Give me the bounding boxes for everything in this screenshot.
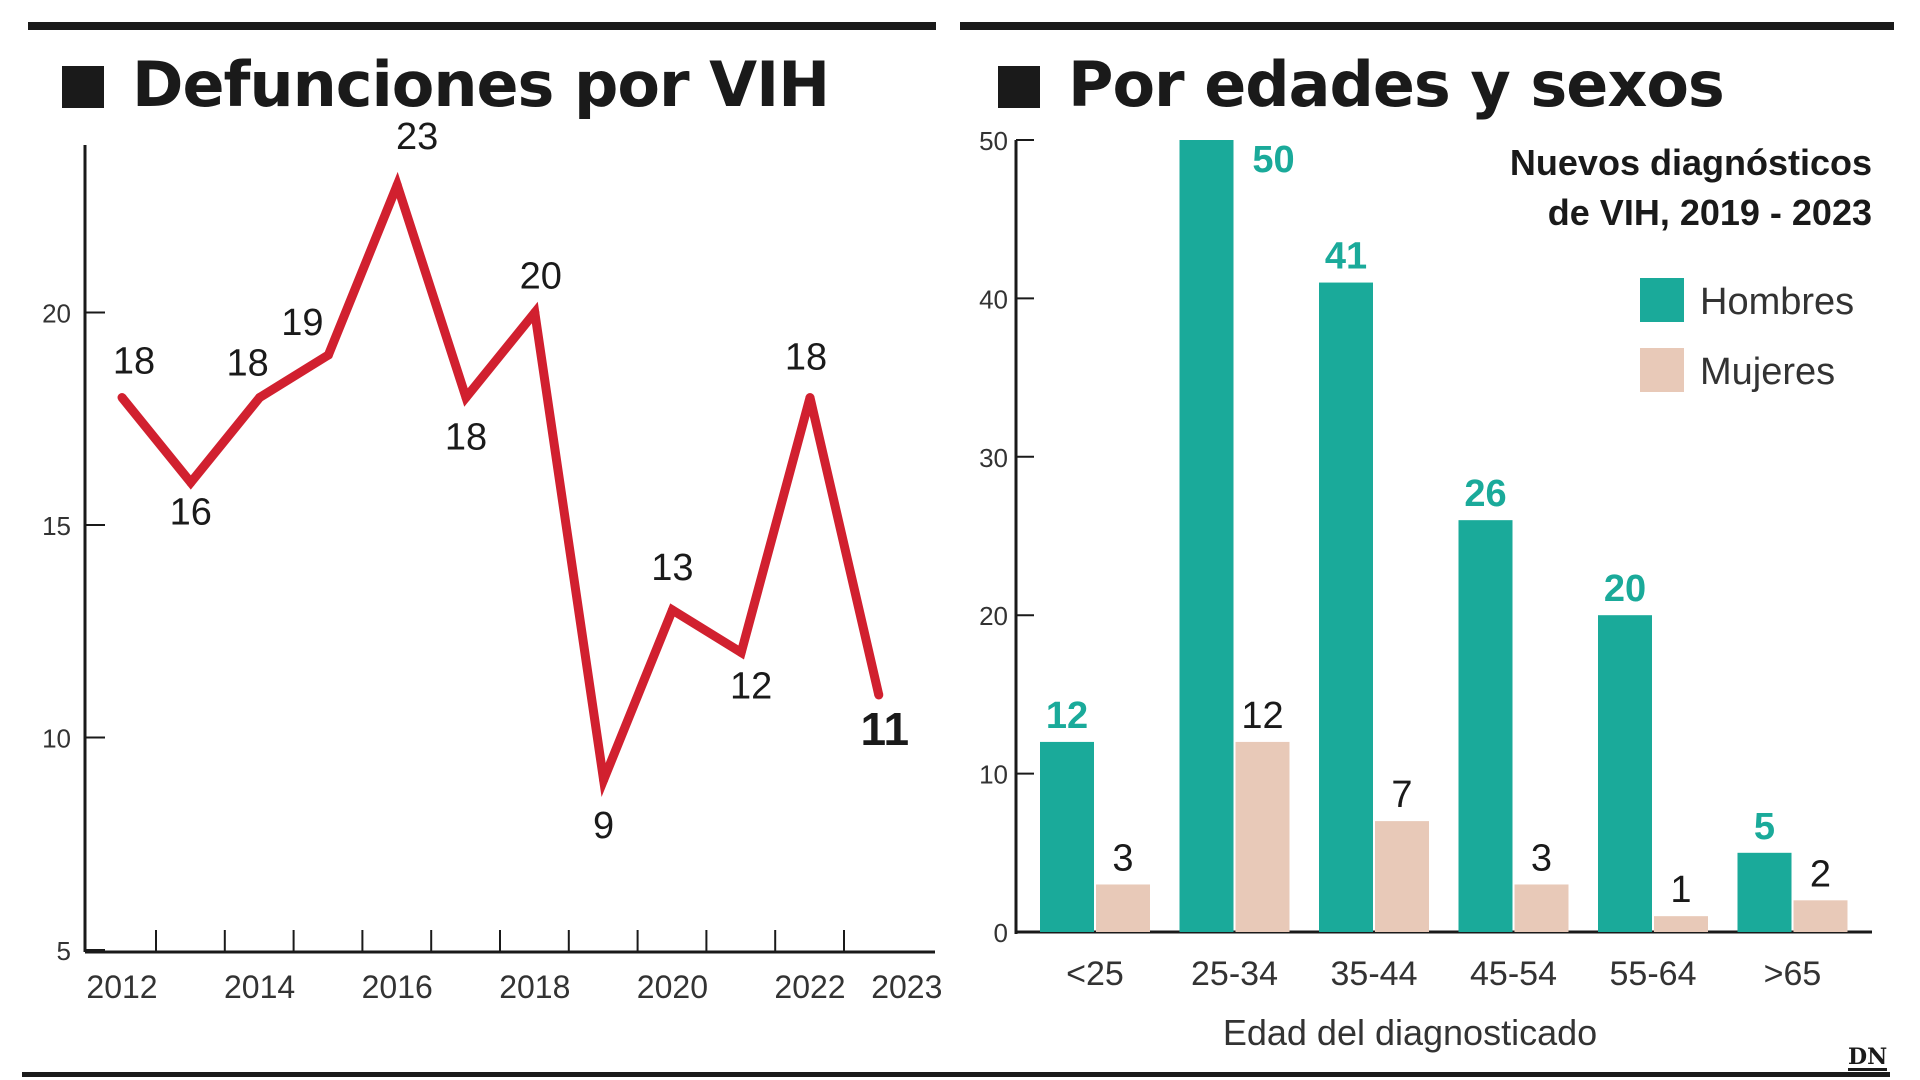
y-tick-label: 20 — [42, 299, 71, 329]
category-label: 35-44 — [1331, 955, 1418, 993]
subtitle-line-2: de VIH, 2019 - 2023 — [1548, 192, 1872, 233]
y-tick-label: 20 — [979, 601, 1008, 631]
legend-swatch-mujeres — [1640, 348, 1684, 392]
data-point — [117, 393, 127, 402]
x-tick-label: 2014 — [224, 969, 295, 1005]
legend-label-mujeres: Mujeres — [1700, 351, 1835, 393]
data-point — [186, 478, 196, 487]
y-tick-label: 5 — [57, 936, 71, 966]
bar-label-mujeres: 7 — [1391, 774, 1412, 816]
y-tick-label: 10 — [979, 760, 1008, 790]
bar-label-hombres: 41 — [1325, 236, 1367, 278]
data-point — [667, 605, 677, 615]
data-label: 20 — [520, 256, 562, 298]
bar-label-hombres: 26 — [1464, 473, 1506, 515]
subtitle-line-1: Nuevos diagnósticos — [1510, 142, 1872, 183]
bar-label-mujeres: 12 — [1241, 695, 1283, 737]
bar-hombres — [1040, 741, 1094, 932]
right-chart-title: Por edades y sexos — [998, 48, 1725, 121]
bar-label-mujeres: 3 — [1112, 837, 1133, 879]
title-square-icon — [62, 66, 104, 108]
y-tick-label: 40 — [979, 284, 1008, 314]
data-label: 11 — [860, 703, 909, 755]
bar-label-hombres: 12 — [1046, 695, 1088, 737]
bar-hombres — [1179, 140, 1234, 932]
y-tick-label: 0 — [994, 918, 1008, 948]
bar-label-hombres: 50 — [1252, 139, 1294, 181]
bar-label-mujeres: 1 — [1670, 869, 1691, 911]
bar-mujeres — [1514, 884, 1569, 932]
data-point — [874, 690, 884, 700]
data-label: 16 — [170, 492, 212, 534]
y-tick-label: 30 — [979, 443, 1008, 473]
left-chart-title: Defunciones por VIH — [62, 48, 830, 121]
x-tick-label: 2012 — [86, 969, 157, 1005]
legend-label-hombres: Hombres — [1700, 281, 1854, 323]
bar-hombres — [1458, 520, 1513, 932]
bar-label-mujeres: 2 — [1810, 853, 1831, 895]
right-top-rule — [960, 22, 1894, 30]
x-axis-label: Edad del diagnosticado — [1223, 1012, 1597, 1053]
y-tick-label: 15 — [42, 511, 71, 541]
bar-label-hombres: 5 — [1754, 806, 1775, 848]
publisher-logo: DN — [1848, 1044, 1888, 1071]
data-point — [599, 775, 609, 785]
bar-hombres — [1737, 852, 1792, 932]
data-point — [736, 648, 746, 657]
data-label: 18 — [785, 337, 827, 379]
y-tick-label: 50 — [979, 126, 1008, 156]
x-tick-label: 2023 — [871, 969, 942, 1005]
x-tick-label: 2018 — [499, 969, 570, 1005]
data-label: 18 — [113, 341, 155, 383]
data-point — [530, 308, 540, 317]
bar-mujeres — [1654, 916, 1708, 932]
bar-label-hombres: 20 — [1604, 568, 1646, 610]
data-point — [392, 180, 402, 190]
data-label: 18 — [226, 343, 268, 385]
data-label: 18 — [445, 417, 487, 459]
legend-swatch-hombres — [1640, 278, 1684, 322]
bar-hombres — [1319, 282, 1373, 932]
bar-label-mujeres: 3 — [1531, 837, 1552, 879]
x-tick-label: 2020 — [637, 969, 708, 1005]
footer-rule — [22, 1072, 1890, 1077]
category-label: 45-54 — [1470, 955, 1557, 993]
deaths-series-line — [118, 171, 884, 798]
title-square-icon — [998, 66, 1040, 108]
x-tick-label: 2016 — [362, 969, 433, 1005]
category-label: <25 — [1066, 955, 1124, 993]
data-label: 9 — [593, 805, 614, 847]
data-point — [323, 350, 333, 360]
data-label: 13 — [651, 547, 693, 589]
data-point — [805, 393, 815, 402]
data-point — [255, 393, 265, 402]
bar-hombres — [1598, 615, 1652, 932]
bar-mujeres — [1375, 821, 1429, 932]
x-tick-label: 2022 — [774, 969, 845, 1005]
data-point — [461, 393, 471, 402]
bar-mujeres — [1096, 884, 1150, 932]
category-label: 25-34 — [1191, 955, 1278, 993]
category-label: >65 — [1764, 955, 1822, 993]
left-top-rule — [28, 22, 936, 30]
data-label: 12 — [730, 666, 772, 708]
data-label: 19 — [281, 302, 323, 344]
bar-mujeres — [1235, 741, 1290, 932]
bar-mujeres — [1793, 900, 1848, 932]
data-label: 23 — [396, 116, 438, 158]
y-tick-label: 10 — [42, 724, 71, 754]
category-label: 55-64 — [1610, 955, 1697, 993]
